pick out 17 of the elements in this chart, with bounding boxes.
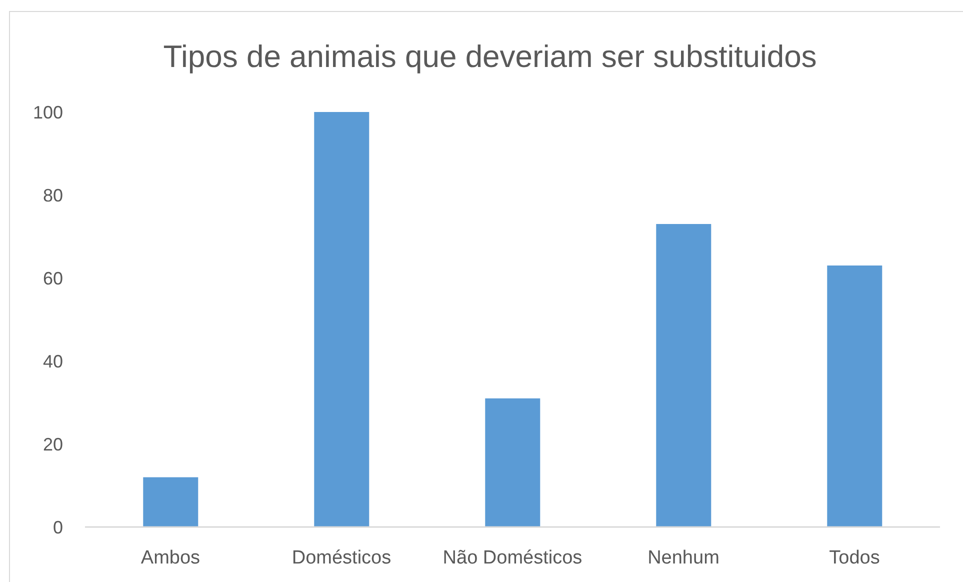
bar [314, 112, 370, 527]
x-tick-label: Domésticos [292, 547, 392, 568]
y-tick-label: 0 [52, 517, 63, 538]
y-tick-label: 20 [42, 434, 63, 454]
bar [143, 477, 198, 527]
x-tick-label: Não Domésticos [442, 547, 582, 568]
bar [656, 224, 712, 527]
y-tick-label: 40 [42, 351, 63, 372]
y-tick-label: 60 [42, 268, 63, 288]
x-tick-label: Nenhum [648, 547, 720, 568]
y-tick-label: 80 [42, 185, 63, 206]
x-tick-label: Ambos [140, 547, 200, 568]
bar [827, 266, 882, 527]
x-tick-label: Todos [829, 547, 880, 568]
y-tick-label: 100 [32, 102, 63, 122]
bar [485, 398, 540, 527]
chart-title: Tipos de animais que deveriam ser substituidos [162, 38, 818, 76]
